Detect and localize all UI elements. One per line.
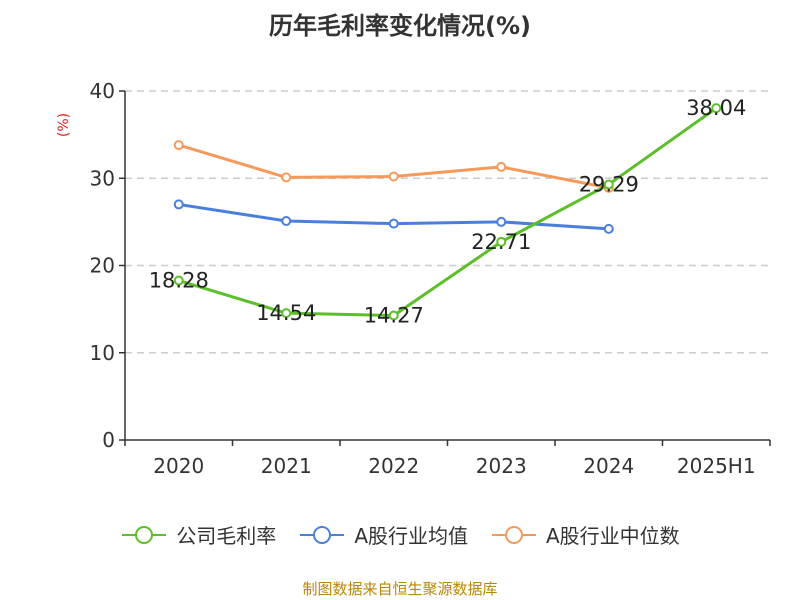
data-point (496, 216, 507, 227)
data-label: 14.54 (256, 301, 316, 325)
data-point (281, 308, 292, 319)
legend-line-icon (122, 525, 167, 544)
source-note: 制图数据来自恒生聚源数据库 (302, 580, 498, 598)
y-axis-label: (%) (56, 113, 72, 137)
data-point (388, 310, 399, 321)
y-tick-label: 10 (90, 341, 115, 365)
x-tick-label: 2024 (583, 454, 634, 478)
data-point (173, 199, 184, 210)
y-tick-label: 40 (90, 79, 115, 103)
x-tick-label: 2020 (153, 454, 204, 478)
legend-item[interactable]: A股行业中位数 (490, 520, 680, 549)
data-point (496, 161, 507, 172)
legend-label: A股行业中位数 (546, 524, 680, 548)
y-tick-label: 30 (90, 166, 115, 190)
data-label: 18.28 (149, 269, 209, 293)
series-layer (173, 103, 722, 321)
x-tick-label: 2023 (476, 454, 527, 478)
legend-line-icon (492, 525, 536, 544)
data-point (388, 171, 399, 182)
legend-label: A股行业均值 (354, 524, 468, 548)
legend-line-icon (300, 525, 345, 544)
data-point (711, 103, 722, 114)
axis-layer: 0 10 20 30 40 2020 2021 2022 2023 2024 2025H1 (%) (56, 79, 771, 478)
chart-title: 历年毛利率变化情况(%) (269, 12, 531, 40)
data-point (388, 218, 399, 229)
data-point (281, 172, 292, 183)
data-label: 14.27 (364, 303, 424, 327)
data-point (603, 223, 614, 234)
y-tick-label: 0 (102, 428, 115, 452)
data-point (173, 275, 184, 286)
legend-label: 公司毛利率 (176, 524, 277, 548)
data-label: 38.04 (686, 96, 746, 120)
data-point (603, 179, 614, 190)
data-point (281, 216, 292, 227)
label-layer: 18.28 14.54 14.27 22.71 29.29 38.04 (149, 96, 747, 327)
legend: 公司毛利率 A股行业均值 A股行业中位数 (0, 520, 800, 549)
data-point (173, 140, 184, 151)
data-label: 22.71 (471, 230, 531, 254)
y-tick-label: 20 (90, 254, 115, 278)
series-line (178, 106, 718, 317)
data-label: 29.29 (579, 172, 639, 196)
legend-item[interactable]: A股行业均值 (298, 520, 468, 549)
x-tick-label: 2021 (261, 454, 312, 478)
legend-item[interactable]: 公司毛利率 (120, 520, 276, 549)
x-tick-label: 2022 (368, 454, 419, 478)
x-tick-label: 2025H1 (677, 454, 756, 478)
data-point (496, 236, 507, 247)
